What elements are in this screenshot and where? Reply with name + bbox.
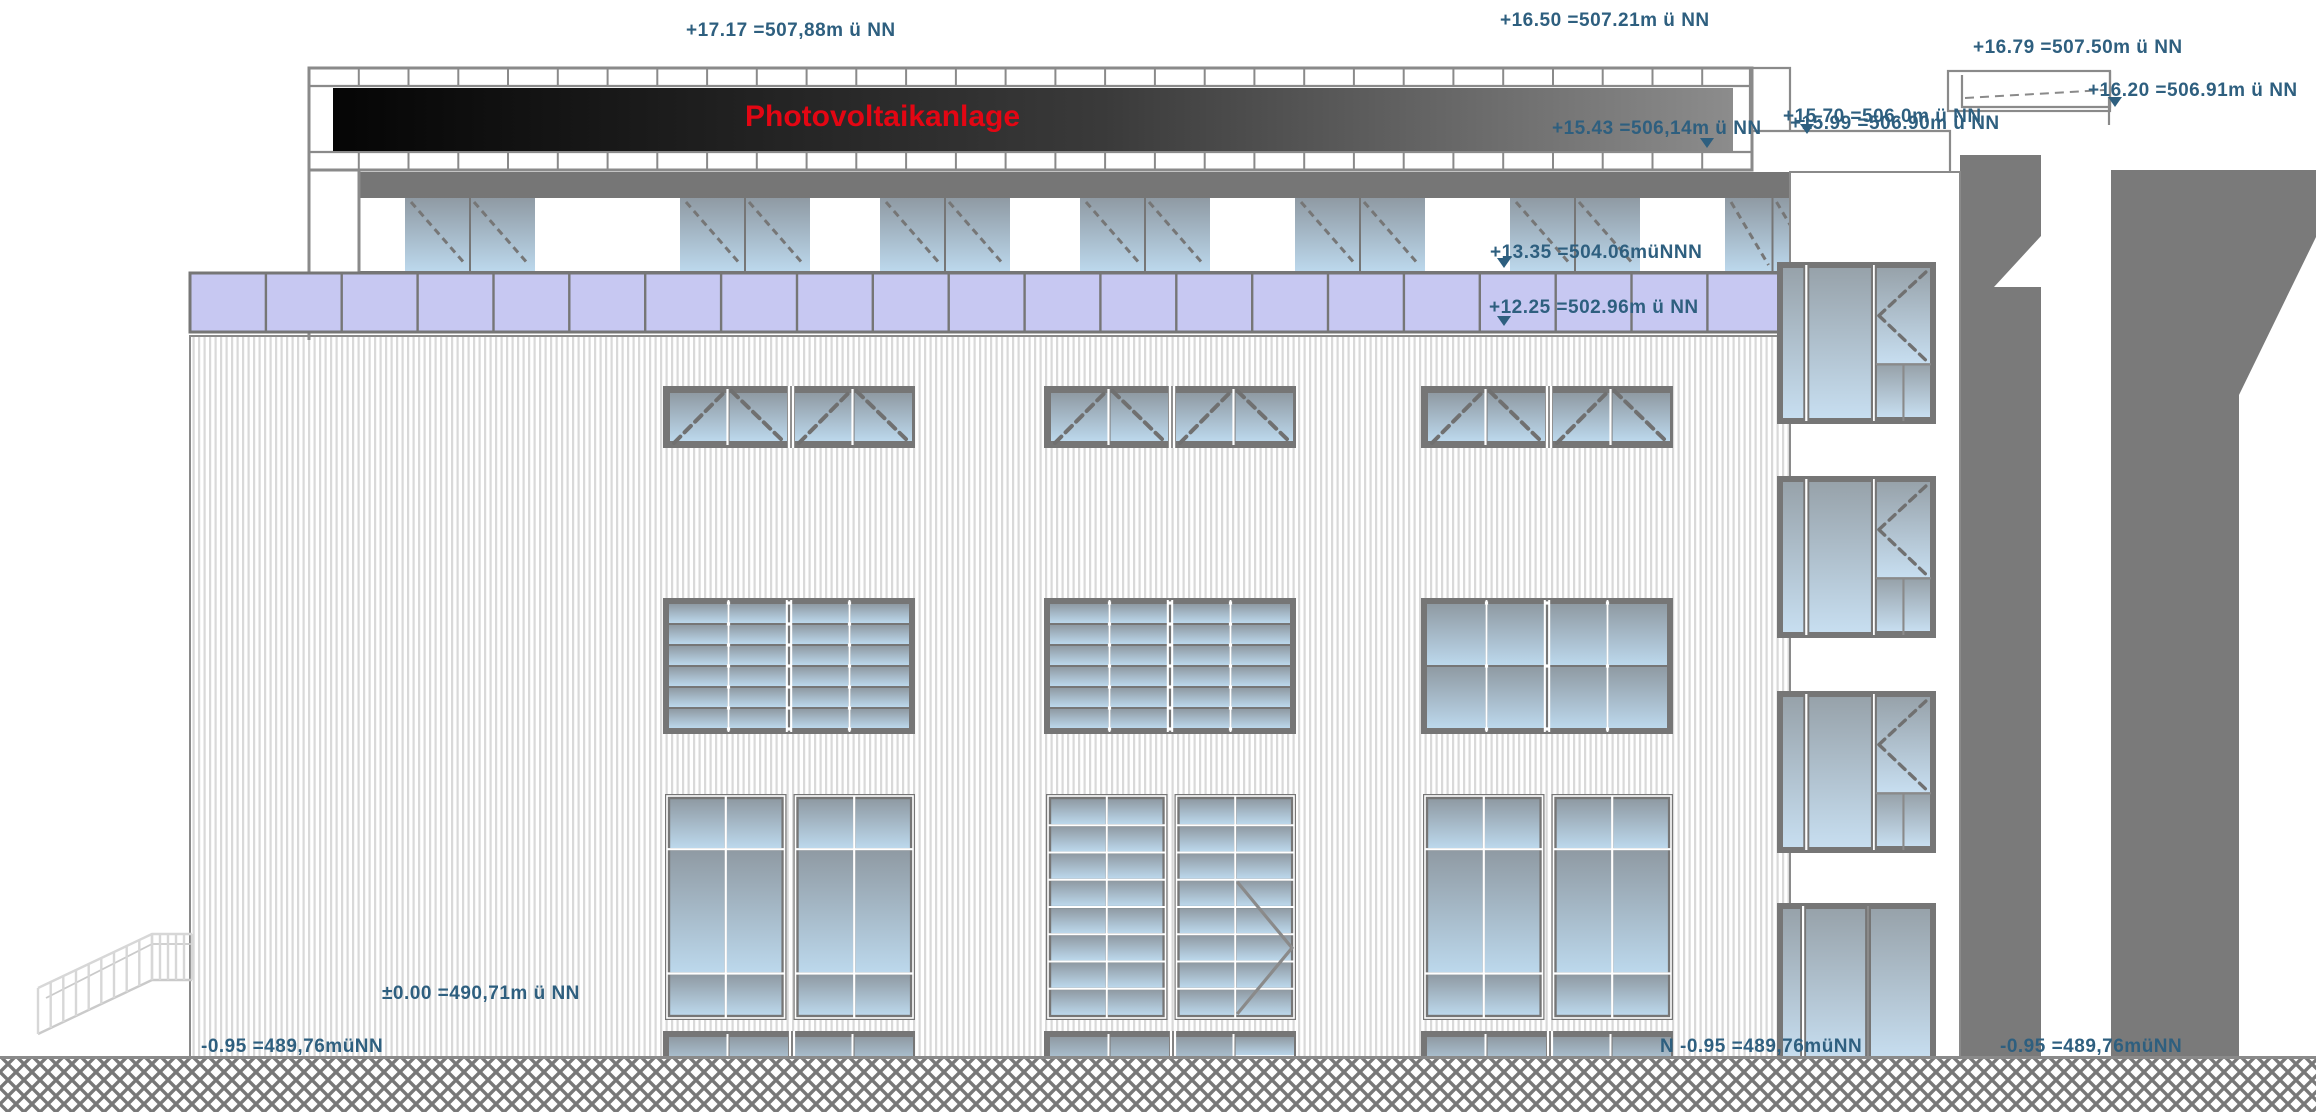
svg-text:Photovoltaikanlage: Photovoltaikanlage xyxy=(745,100,1020,133)
